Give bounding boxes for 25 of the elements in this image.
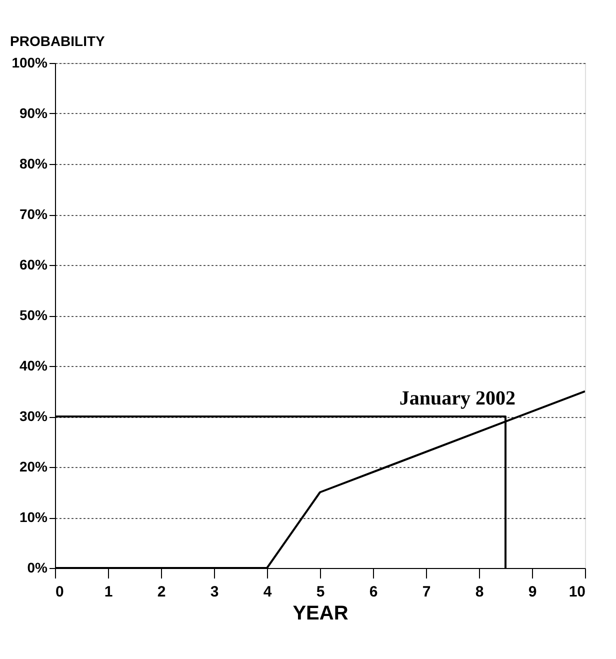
x-tick-label: 5 bbox=[316, 584, 325, 600]
y-tick-label: 80% bbox=[19, 156, 48, 172]
y-tick-label: 0% bbox=[27, 560, 48, 576]
y-tick-label: 30% bbox=[19, 408, 48, 424]
y-tick-label: 100% bbox=[12, 54, 48, 70]
y-tick-label: 40% bbox=[19, 358, 48, 374]
x-tick-label: 6 bbox=[369, 584, 378, 600]
y-tick-label: 90% bbox=[19, 105, 48, 121]
y-tick-label: 10% bbox=[19, 509, 48, 525]
x-axis-title: YEAR bbox=[292, 602, 349, 624]
x-tick-label: 8 bbox=[475, 584, 484, 600]
y-tick-label: 20% bbox=[19, 458, 48, 474]
x-tick-label: 2 bbox=[157, 584, 166, 600]
x-tick-label: 4 bbox=[263, 584, 272, 600]
y-tick-label: 50% bbox=[19, 307, 48, 323]
x-tick-label: 0 bbox=[56, 584, 64, 600]
y-axis-title: PROBABILITY bbox=[10, 33, 106, 49]
x-tick-label: 1 bbox=[104, 584, 113, 600]
y-tick-label: 70% bbox=[19, 206, 48, 222]
x-tick-label: 9 bbox=[528, 584, 537, 600]
annotation: January 2002 bbox=[399, 388, 516, 410]
x-tick-label: 10 bbox=[568, 584, 586, 600]
x-tick-label: 7 bbox=[422, 584, 431, 600]
y-tick-label: 60% bbox=[19, 256, 48, 272]
x-tick-label: 3 bbox=[210, 584, 219, 600]
